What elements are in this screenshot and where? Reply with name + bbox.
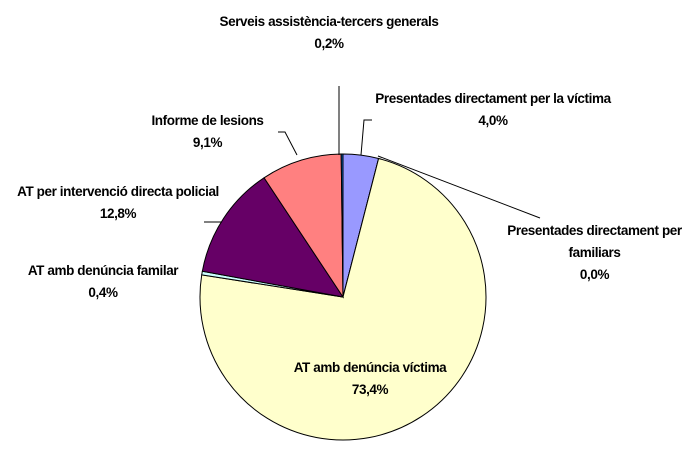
leader-line xyxy=(360,119,372,156)
slice-label: Informe de lesions 9,1% xyxy=(120,110,295,154)
slice-label: AT per intervenció directa policial 12,8% xyxy=(0,181,236,225)
value-label: 73,4% xyxy=(351,382,389,397)
category-label: AT amb denúncia familar xyxy=(27,263,179,278)
slice-label: Presentades directament per la víctima 4,… xyxy=(368,88,618,132)
value-label: 9,1% xyxy=(192,135,223,150)
pie-slice xyxy=(340,153,344,298)
category-label: Informe de lesions xyxy=(151,113,264,128)
category-label: Serveis assistència-tercers generals xyxy=(219,14,439,29)
value-label: 4,0% xyxy=(478,113,508,128)
category-label: AT amb denúncia víctima xyxy=(293,360,447,375)
slice-label: Presentades directament per familiars 0,0… xyxy=(490,220,699,286)
pie-slice xyxy=(201,177,345,298)
leader-lines xyxy=(204,86,541,223)
slice-label: AT amb denúncia familar 0,4% xyxy=(0,260,206,304)
leader-line xyxy=(278,131,298,156)
value-label: 12,8% xyxy=(99,206,137,221)
category-label: Presentades directament per familiars xyxy=(507,223,682,260)
pie-slice xyxy=(263,153,344,299)
value-label: 0,2% xyxy=(314,36,344,51)
leader-line xyxy=(377,155,541,219)
pie-slice xyxy=(199,157,487,441)
value-label: 0,4% xyxy=(88,285,118,300)
value-label: 0,0% xyxy=(579,267,610,282)
slice-label: AT amb denúncia víctima 73,4% xyxy=(250,357,490,401)
category-label: AT per intervenció directa policial xyxy=(17,184,219,199)
category-label: Presentades directament per la víctima xyxy=(375,91,611,106)
slice-label: Serveis assistència-tercers generals 0,2% xyxy=(214,11,444,55)
